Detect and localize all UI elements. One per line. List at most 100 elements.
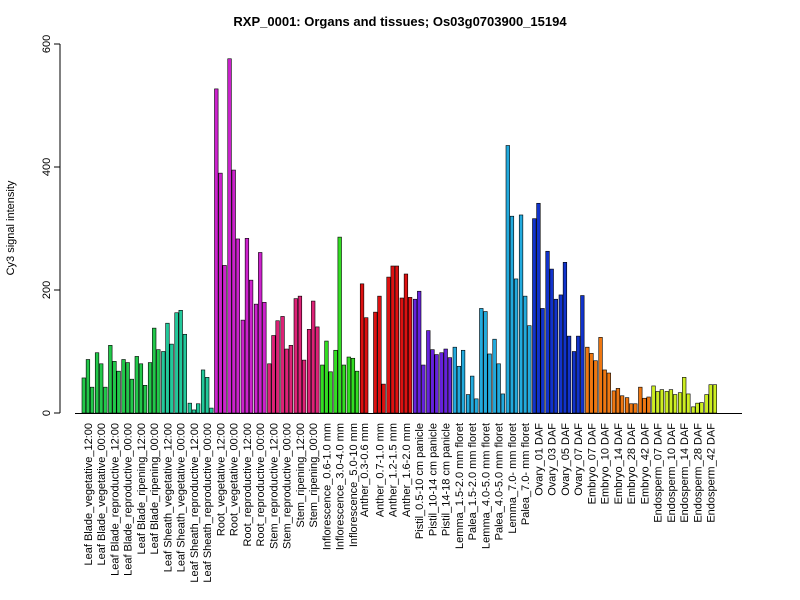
x-tick-label: Inflorescence_0.6-1.0 mm <box>321 423 333 550</box>
bar <box>271 335 276 414</box>
bar <box>704 394 709 414</box>
bar <box>439 352 444 414</box>
bar <box>267 363 272 414</box>
bar <box>377 295 382 414</box>
bar <box>421 364 426 414</box>
bar <box>496 363 501 414</box>
x-tick-label: Leaf Blade_reproductive_12:00 <box>109 423 121 576</box>
bar <box>156 349 161 414</box>
bar <box>668 389 674 414</box>
bar <box>390 265 395 414</box>
bar <box>672 394 678 414</box>
x-tick-label: Endosperm_42 DAF <box>706 423 718 523</box>
bar <box>523 295 528 414</box>
bar <box>646 396 651 414</box>
x-tick-label: Leaf Sheath_vegetative_12:00 <box>162 423 174 572</box>
x-tick-label: Anther_0.3-0.6 mm <box>359 423 371 517</box>
bar <box>103 386 108 414</box>
bar <box>174 312 179 414</box>
bar <box>479 308 484 414</box>
bar <box>354 370 360 414</box>
bar <box>593 360 598 414</box>
bar <box>558 294 563 414</box>
bar <box>695 402 700 414</box>
bar <box>112 361 117 414</box>
y-tick-label: 0 <box>41 410 53 416</box>
bar <box>505 145 510 414</box>
bar <box>293 298 298 414</box>
bar <box>341 364 346 414</box>
bar <box>315 326 320 414</box>
bar <box>562 262 568 414</box>
bar <box>196 403 201 414</box>
x-tick-label: Lemma_4.0-5.0 mm floret <box>480 423 492 549</box>
bar <box>249 279 254 414</box>
bar <box>682 377 687 414</box>
x-tick-label: Root_vegetative_00:00 <box>229 423 241 536</box>
bar <box>619 395 625 414</box>
bar <box>147 362 153 414</box>
x-tick-label: Lemma_7.0- mm floret <box>507 423 519 534</box>
x-tick-label: Ovary_01 DAF <box>533 423 545 496</box>
bar <box>664 391 669 414</box>
x-tick-label: Stem_reproductive_12:00 <box>268 423 280 549</box>
bar <box>624 397 630 414</box>
bar <box>443 348 448 414</box>
x-tick-label: Endosperm_07 DAF <box>653 423 665 523</box>
x-tick-label: Embryo_14 DAF <box>613 423 625 505</box>
bar <box>677 392 683 414</box>
x-tick-label: Embryo_10 DAF <box>600 423 612 505</box>
bar <box>99 363 104 414</box>
bar <box>434 354 439 414</box>
x-tick-label: Pistil_14-18 cm panicle <box>441 423 453 536</box>
bar <box>85 359 91 414</box>
bar <box>651 385 656 414</box>
bar <box>655 391 660 414</box>
x-tick-label: Embryo_42 DAF <box>639 423 651 505</box>
x-tick-label: Ovary_05 DAF <box>560 423 572 496</box>
bar <box>90 386 95 414</box>
bar <box>227 58 232 414</box>
bar <box>218 172 223 414</box>
bar <box>606 372 611 414</box>
bar <box>691 406 696 414</box>
bar <box>311 300 316 414</box>
bar <box>553 298 558 414</box>
bar <box>235 238 240 414</box>
bar <box>513 278 519 414</box>
bar <box>297 295 303 414</box>
bar <box>394 265 399 414</box>
bar <box>580 295 585 414</box>
bar <box>81 377 86 414</box>
bar <box>280 316 285 414</box>
x-tick-label: Root_vegetative_12:00 <box>215 423 227 536</box>
x-tick-label: Pistil_0.5-10 cm panicle <box>414 423 426 539</box>
bar <box>381 383 386 414</box>
bar <box>125 362 130 414</box>
bar <box>134 356 139 414</box>
bar <box>253 303 259 414</box>
bar <box>350 357 356 414</box>
bar <box>275 320 280 414</box>
x-tick-label: Leaf Sheath_vegetative_00:00 <box>176 423 188 572</box>
bar <box>576 335 581 414</box>
bar <box>328 371 333 414</box>
bar <box>699 402 704 414</box>
bar <box>615 388 621 414</box>
bar <box>447 357 452 414</box>
bar <box>187 402 192 414</box>
bar <box>407 297 413 414</box>
bar <box>138 363 144 414</box>
bar <box>143 385 148 414</box>
bar <box>460 349 466 414</box>
x-tick-label: Root_reproductive_00:00 <box>255 423 267 547</box>
x-tick-label: Leaf Sheath_reproductive_12:00 <box>189 423 201 583</box>
bar <box>708 384 713 414</box>
bar <box>598 337 603 414</box>
bar <box>417 290 422 414</box>
y-tick-label: 200 <box>41 281 53 299</box>
bar <box>320 364 325 414</box>
x-tick-label: Inflorescence_5.0-10 mm <box>348 423 360 547</box>
bar <box>465 394 471 414</box>
bar <box>629 403 634 414</box>
